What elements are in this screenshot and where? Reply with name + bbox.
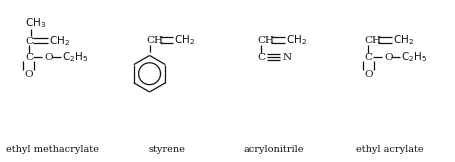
Text: styrene: styrene [148,145,184,154]
Text: $\mathrm{CH_2}$: $\mathrm{CH_2}$ [49,34,70,48]
Text: ethyl acrylate: ethyl acrylate [355,145,423,154]
Text: O: O [44,53,53,62]
Text: O: O [364,70,372,79]
Text: O: O [25,70,33,79]
Text: O: O [383,53,392,62]
Text: CH: CH [257,36,274,45]
Text: $\mathrm{C_2H_5}$: $\mathrm{C_2H_5}$ [400,51,426,64]
Text: C: C [25,53,33,62]
Text: $\mathrm{C_2H_5}$: $\mathrm{C_2H_5}$ [61,51,87,64]
Text: $\mathrm{CH_2}$: $\mathrm{CH_2}$ [392,34,413,47]
Text: N: N [282,53,291,62]
Text: ethyl methacrylate: ethyl methacrylate [6,145,99,154]
Text: CH: CH [146,36,162,45]
Text: acrylonitrile: acrylonitrile [243,145,303,154]
Text: C: C [25,37,33,46]
Text: $\mathrm{CH_2}$: $\mathrm{CH_2}$ [174,34,195,47]
Text: C: C [257,53,265,62]
Text: $\mathrm{CH_2}$: $\mathrm{CH_2}$ [285,34,306,47]
Text: CH: CH [364,36,381,45]
Text: $\mathrm{CH_3}$: $\mathrm{CH_3}$ [25,17,46,30]
Text: C: C [364,53,372,62]
